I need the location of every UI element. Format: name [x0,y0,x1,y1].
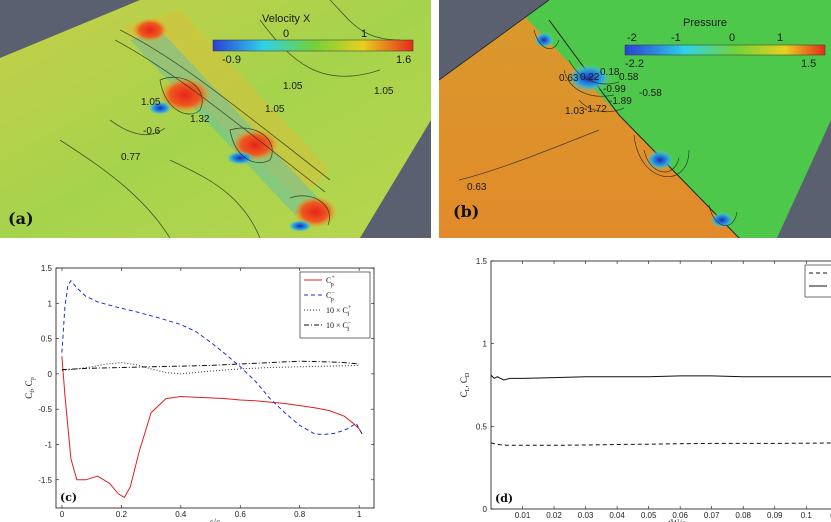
colorbar-max-label: 1.6 [396,54,411,66]
contour-label: 0.77 [121,152,141,163]
y-tick-label: 0 [483,505,488,514]
panel-label: (d) [495,492,513,505]
x-tick-label: 0.04 [609,511,625,520]
series-line-2 [61,362,360,375]
velocity-x-field: Velocity X 0 1 -0.9 1.6 1.05 1.05 1.05 1… [0,0,431,238]
cp-cf-chart: 0 0.2 0.4 0.6 0.8 1 1.5 1 0.5 0 -0.5 -1 -1.5 s/c Cf, C… [0,252,400,522]
x-tick-label: 0.1 [801,511,813,520]
series-line-0 [61,356,363,499]
x-axis-label: tW/c [668,518,686,522]
colorbar-tick: 1 [777,32,783,44]
legend-entry-0: C+ p [326,275,335,288]
panel-label: (b) [453,202,479,221]
x-tick-label: 1 [357,510,362,519]
y-tick-label: -1.5 [38,476,52,485]
contour-label: 0.63 [559,73,579,84]
x-tick-label: 0.09 [767,511,783,520]
y-axis-label: Cf, Cp [24,377,36,399]
x-tick-label: 0.07 [704,511,720,520]
x-tick-label: 0 [60,510,65,519]
contour-label: 1.05 [374,86,394,97]
y-tick-label: 1.5 [41,264,53,273]
y-tick-label: 0.5 [41,335,53,344]
y-tick-label: 0.5 [476,422,488,431]
y-tick-label: 1 [483,340,488,349]
contour-label: -0.6 [143,126,161,137]
pressure-panel: Pressure -2 -1 0 1 -2.2 1.5 0.63 0.22 0.… [439,0,831,238]
y-axis-label-text: Cf, Cp [24,377,36,399]
x-tick-label: 0.8 [294,510,306,519]
x-tick-label: 0.2 [116,510,128,519]
x-tick-label: 0.06 [672,511,688,520]
y-tick-label: 1.5 [476,257,488,266]
x-tick-label: 0.08 [735,511,751,520]
y-tick-label: 1 [48,299,53,308]
x-axis-label: s/c [210,517,220,522]
contour-label: 1.32 [190,114,210,125]
colorbar-tick: 0 [729,32,735,44]
domain-boundary [0,0,140,58]
contour-label: 0.63 [467,182,487,193]
cl-cd-plot: 0.01 0.02 0.03 0.04 0.05 0.06 0.07 0.08 0.09 0.1 0… [459,257,831,522]
colorbar-zero-label: 0 [283,28,289,40]
y-tick-label: -0.5 [38,405,52,414]
contour-label: 1.05 [265,104,285,115]
y-tick-label: 0 [48,370,53,379]
legend [299,271,371,339]
legend-entry-1: C− p [326,290,335,303]
colorbar-tick: -2 [627,32,637,44]
colorbar-title: Pressure [683,17,727,29]
plot-area [490,260,831,510]
contour-label: -1.89 [609,96,632,107]
domain-boundary [777,120,831,238]
x-tick-label: 0.02 [546,511,562,520]
velocity-colorbar [212,39,414,52]
cl-cd-chart: 0.01 0.02 0.03 0.04 0.05 0.06 0.07 0.08 0.09 0.1 0… [433,252,831,522]
contour-label: 1.03 [565,106,585,117]
pressure-colorbar [624,44,826,56]
x-tick-label: 0.6 [235,510,247,519]
contour-label: 0.18 [600,67,620,78]
legend-entry-2: 10 × C+ f [326,305,352,318]
contour-label: -0.58 [639,88,662,99]
colorbar-title: Velocity X [262,13,311,25]
y-axis-label: CL, CD [459,372,471,397]
series-line-0 [490,442,831,446]
colorbar-max-label: 1.5 [801,58,816,70]
colorbar-min-label: -2.2 [625,58,644,70]
contour-label: 0.22 [580,72,600,83]
legend [804,264,831,298]
contour-label: 1.05 [141,97,161,108]
y-axis-label-text: CL, CD [459,372,471,397]
y-tick-label: -1 [45,440,53,449]
panel-label: (a) [8,209,34,228]
pressure-field: Pressure -2 -1 0 1 -2.2 1.5 0.63 0.22 0.… [439,0,831,238]
cp-cf-plot: 0 0.2 0.4 0.6 0.8 1 1.5 1 0.5 0 -0.5 -1 -1.5 s/c Cf, C… [24,264,375,522]
series-line-3 [61,360,360,371]
domain-boundary [360,120,431,238]
x-tick-label: 0.03 [578,511,594,520]
x-tick-label: 0.4 [175,510,187,519]
x-tick-label: 0.05 [641,511,657,520]
contour-label: -1.72 [584,104,607,115]
legend-entry-3: 10 × C− f [326,320,352,333]
colorbar-tick: -1 [671,32,681,44]
colorbar-one-label: 1 [361,28,367,40]
contour-label: 0.58 [619,72,639,83]
colorbar-min-label: -0.9 [222,54,241,66]
panel-label: (c) [60,491,77,504]
series-line-1 [490,374,831,381]
contour-label: 1.05 [283,81,303,92]
x-tick-label: 0.01 [515,511,531,520]
velocity-x-panel: Velocity X 0 1 -0.9 1.6 1.05 1.05 1.05 1… [0,0,431,238]
contour-label: -0.99 [603,84,626,95]
